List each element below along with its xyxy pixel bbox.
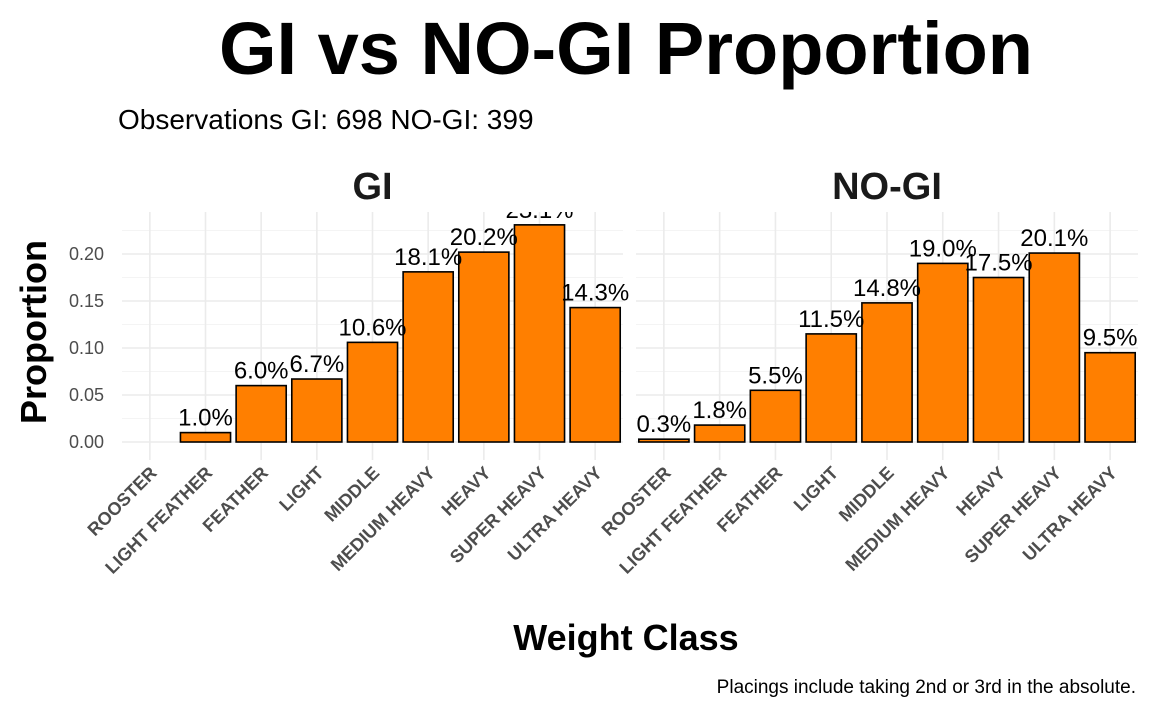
x-tick-label: LIGHT <box>790 463 842 515</box>
bar <box>861 302 913 443</box>
data-label: 1.0% <box>178 405 233 432</box>
x-tick-label: MEDIUM HEAVY <box>841 463 953 575</box>
bar <box>457 251 510 443</box>
panel-gi: GI1.0%6.0% 6.7%10.6%18.1%20.2%23.1%14.3%R… <box>84 166 630 578</box>
data-label: 17.5% <box>965 250 1033 277</box>
data-label: 14.8% <box>853 275 921 302</box>
bar <box>693 424 746 443</box>
x-axis-title: Weight Class <box>513 617 738 658</box>
y-axis-title: Proportion <box>13 240 54 424</box>
panel-title: GI <box>352 166 392 208</box>
y-axis: 0.00 0.05 0.10 0.15 0.20 <box>69 244 104 452</box>
data-label: 5.5% <box>748 362 803 389</box>
bar <box>402 271 455 443</box>
data-label: 1.8% <box>692 397 747 424</box>
chart-title: GI vs NO-GI Proportion <box>219 7 1033 90</box>
x-tick-label: HEAVY <box>952 463 1009 520</box>
facet-panels: GI1.0%6.0% 6.7%10.6%18.1%20.2%23.1%14.3%R… <box>84 166 1138 578</box>
chart-caption: Placings include taking 2nd or 3rd in th… <box>717 677 1136 698</box>
x-tick-label: SUPER HEAVY <box>961 463 1065 567</box>
panel-title: NO-GI <box>832 166 942 208</box>
bar <box>749 389 802 443</box>
bar <box>972 276 1025 443</box>
data-label: 19.0% <box>909 235 977 262</box>
bar <box>637 438 690 443</box>
data-label: 20.1% <box>1020 225 1088 252</box>
chart-subtitle: Observations GI: 698 NO-GI: 399 <box>118 104 534 135</box>
y-tick-label: 0.15 <box>69 291 104 311</box>
x-tick-label: MEDIUM HEAVY <box>327 463 439 575</box>
bar <box>916 262 969 443</box>
data-label: 14.3% <box>561 280 629 307</box>
x-tick-label: ULTRA HEAVY <box>504 463 606 565</box>
bar <box>1084 351 1137 443</box>
data-labels: 0.3%1.8%5.5% 11.5% 14.8% 19.0%17.5%20.1% 9.5… <box>637 225 1138 438</box>
data-label: 11.5% <box>798 306 864 333</box>
data-label: 9.5% <box>1083 325 1138 352</box>
data-label: 6.7% <box>289 351 344 378</box>
y-tick-label: 0.05 <box>69 385 104 405</box>
y-tick-label: 0.20 <box>69 244 104 264</box>
y-tick-label: 0.00 <box>69 432 104 452</box>
panel-no-gi: NO-GI 0.3%1.8%5.5% 11.5% 14.8% 19.0%17.5%20.… <box>598 166 1138 578</box>
bar <box>290 378 343 443</box>
data-labels: 1.0%6.0% 6.7% 10.6% 18.1%20.2%23.1% 14.3% <box>178 197 629 432</box>
bar <box>513 224 566 443</box>
x-tick-label: SUPER HEAVY <box>446 463 550 567</box>
data-label: 20.2% <box>450 224 518 251</box>
bar <box>235 384 288 443</box>
data-label: 0.3% <box>637 411 692 438</box>
y-tick-label: 0.10 <box>69 338 104 358</box>
bar <box>805 333 858 443</box>
bar <box>179 431 232 443</box>
data-label: 6.0% <box>234 358 289 385</box>
bar <box>346 341 399 443</box>
x-tick-label: ULTRA HEAVY <box>1019 463 1121 565</box>
data-label: 18.1% <box>394 244 462 271</box>
x-tick-label: HEAVY <box>438 463 495 520</box>
data-label: 10.6% <box>338 314 406 341</box>
bar <box>1028 252 1081 443</box>
x-tick-label: LIGHT <box>275 463 327 515</box>
data-label: 23.1% <box>505 197 573 224</box>
bar <box>569 306 622 443</box>
